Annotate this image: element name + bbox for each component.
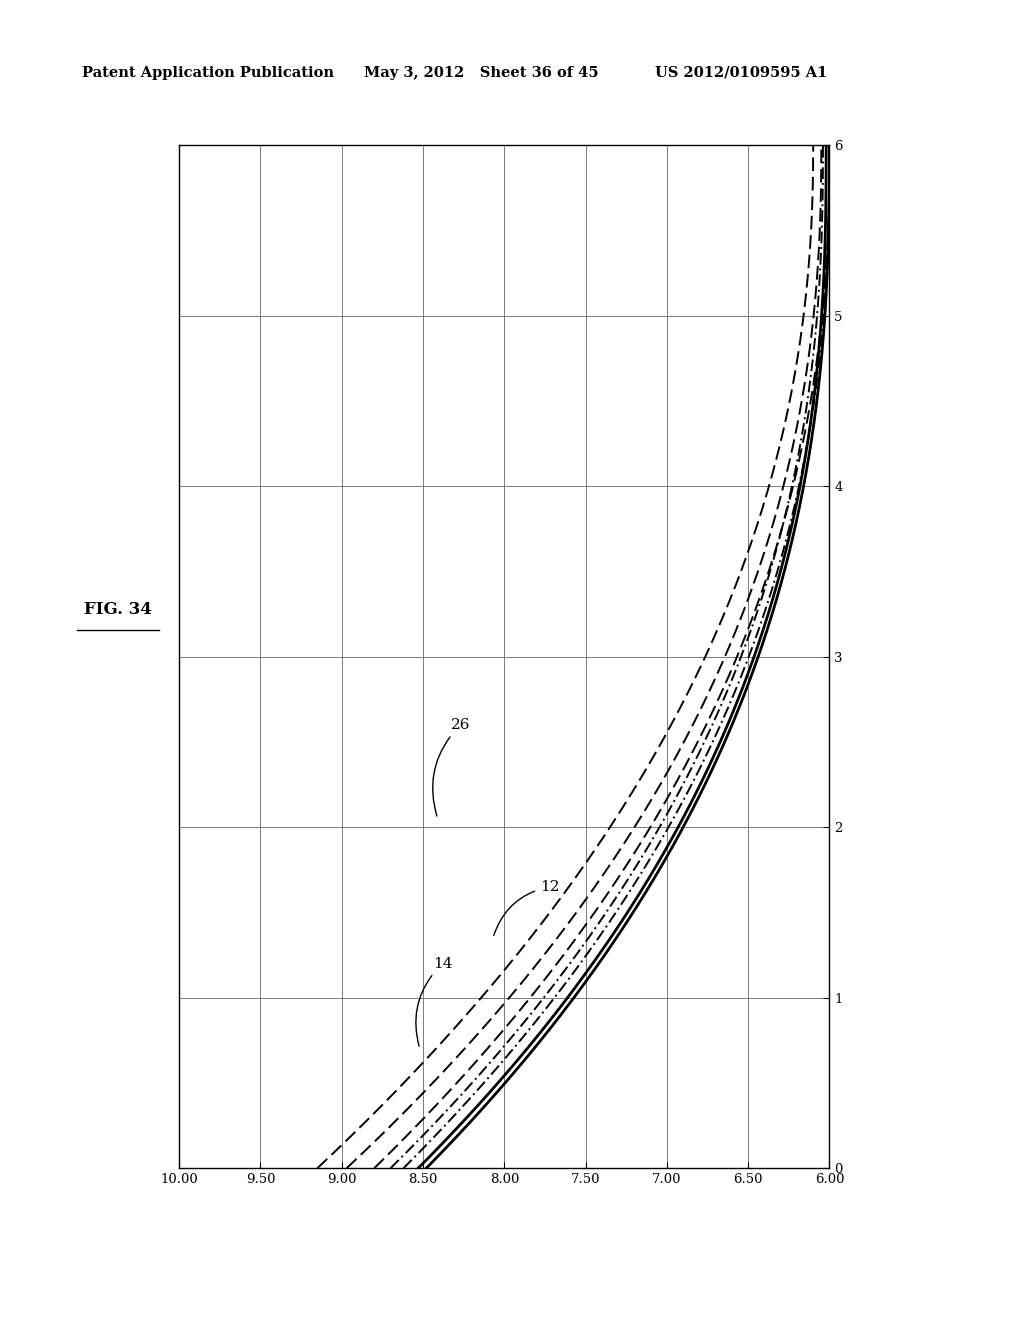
Text: 12: 12 [494, 880, 559, 936]
Text: Patent Application Publication: Patent Application Publication [82, 66, 334, 79]
Text: US 2012/0109595 A1: US 2012/0109595 A1 [655, 66, 827, 79]
Text: 14: 14 [416, 957, 453, 1047]
Text: FIG. 34: FIG. 34 [84, 601, 152, 618]
Text: 26: 26 [433, 718, 470, 816]
Text: May 3, 2012   Sheet 36 of 45: May 3, 2012 Sheet 36 of 45 [364, 66, 598, 79]
